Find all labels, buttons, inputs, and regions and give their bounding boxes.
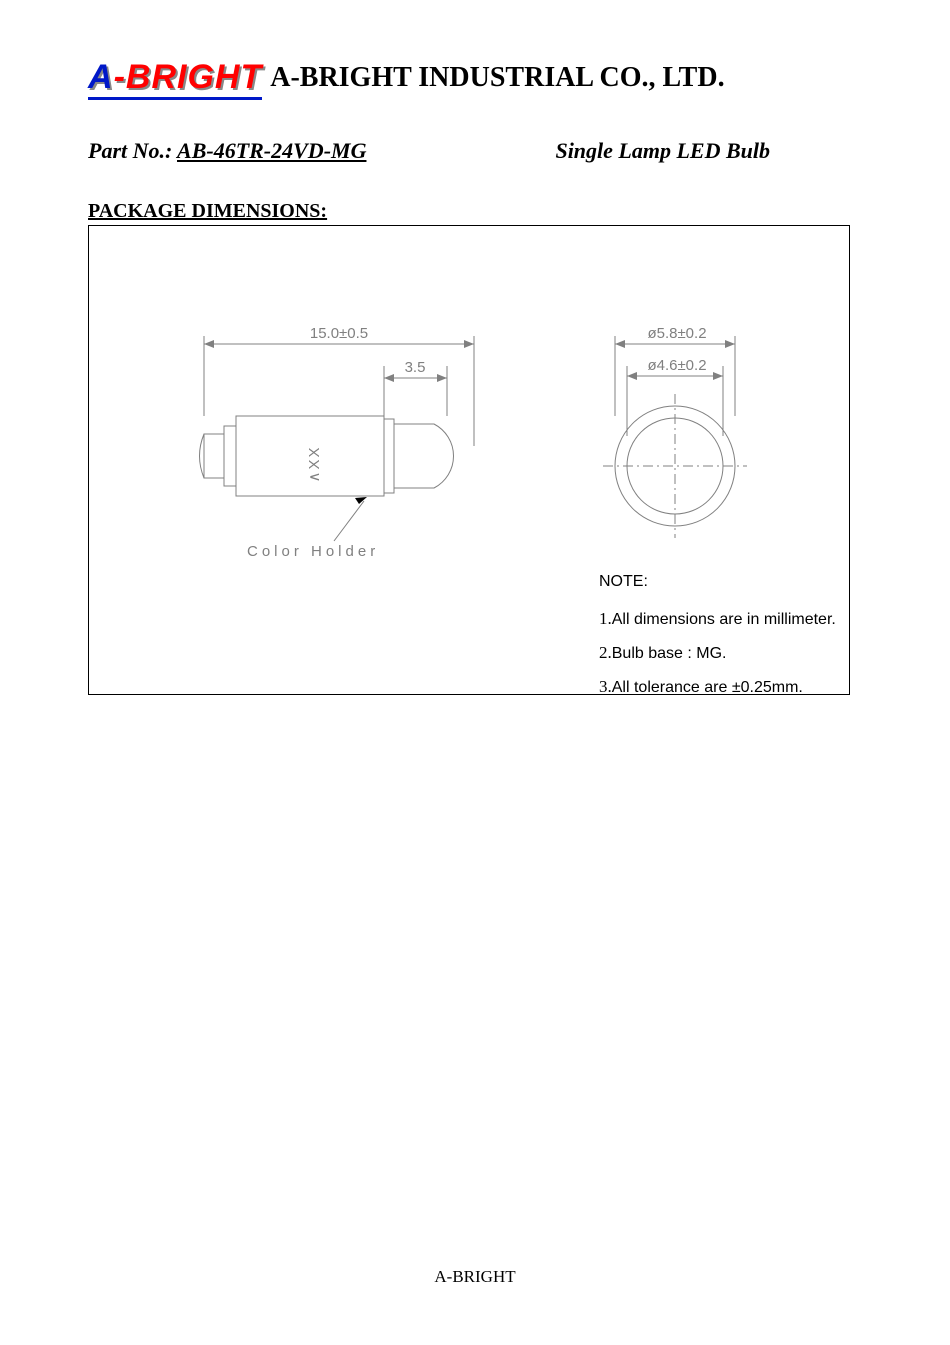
dim-inner: ø4.6±0.2 bbox=[647, 357, 706, 374]
dim-tip: 3.5 bbox=[405, 359, 426, 376]
part-value: AB-46TR-24VD-MG bbox=[177, 138, 366, 163]
company-logo: A-BRIGHT bbox=[88, 60, 262, 98]
side-view-drawing: 15.0±0.5 3.5 ∧XX C bbox=[189, 316, 509, 576]
section-title: PACKAGE DIMENSIONS: bbox=[88, 200, 900, 223]
notes-block: NOTE: 1.All dimensions are in millimeter… bbox=[599, 566, 836, 704]
company-name: A-BRIGHT INDUSTRIAL CO., LTD. bbox=[270, 64, 724, 98]
dim-length: 15.0±0.5 bbox=[310, 325, 368, 342]
part-label: Part No.: bbox=[88, 138, 177, 163]
subheader: Part No.: AB-46TR-24VD-MG Single Lamp LE… bbox=[88, 138, 900, 164]
dim-outer: ø5.8±0.2 bbox=[647, 325, 706, 342]
logo-main: BRIGHT bbox=[126, 58, 262, 96]
logo-underline bbox=[88, 97, 262, 100]
product-type: Single Lamp LED Bulb bbox=[555, 138, 770, 164]
note-item: 2.Bulb base : MG. bbox=[599, 636, 836, 670]
notes-title: NOTE: bbox=[599, 566, 836, 598]
note-item: 3.All tolerance are ±0.25mm. bbox=[599, 670, 836, 704]
package-diagram: 15.0±0.5 3.5 ∧XX C bbox=[88, 225, 850, 695]
note-item: 1.All dimensions are in millimeter. bbox=[599, 602, 836, 636]
front-view-drawing: ø5.8±0.2 ø4.6±0.2 bbox=[585, 316, 775, 546]
page-footer: A-BRIGHT bbox=[0, 1267, 950, 1287]
bulb-marking: ∧XX bbox=[306, 446, 323, 483]
part-number: Part No.: AB-46TR-24VD-MG bbox=[88, 138, 366, 164]
holder-label: Color Holder bbox=[247, 543, 379, 560]
document-header: A-BRIGHT A-BRIGHT INDUSTRIAL CO., LTD. bbox=[88, 60, 900, 98]
logo-dash: - bbox=[114, 58, 126, 96]
logo-prefix: A bbox=[88, 58, 114, 96]
